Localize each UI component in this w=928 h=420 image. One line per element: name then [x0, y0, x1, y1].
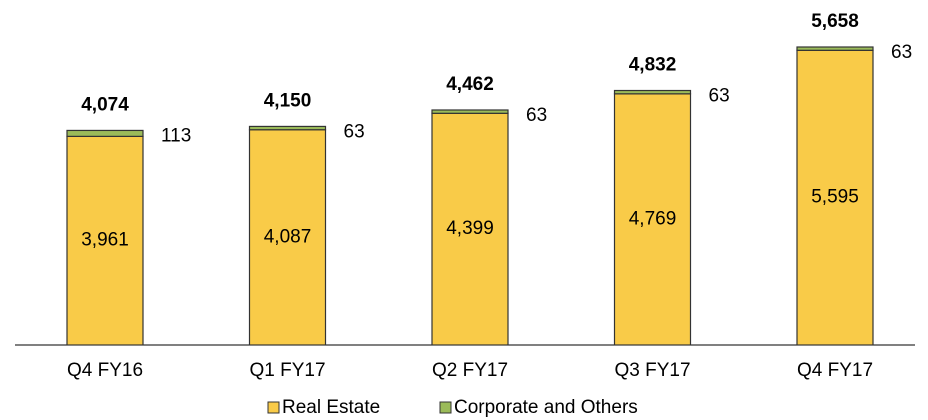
x-tick-label: Q4 FY17: [797, 360, 873, 381]
total-label: 4,832: [629, 55, 677, 76]
bar-segment: [248, 125, 327, 131]
bar-segment: [66, 129, 144, 137]
segment-label: 4,087: [264, 226, 312, 247]
segment-label: 63: [526, 105, 547, 126]
legend-swatch: [439, 401, 452, 414]
total-label: 4,074: [81, 94, 129, 115]
x-tick-label: Q2 FY17: [432, 360, 508, 381]
bar-segment: [613, 89, 692, 95]
x-tick-label: Q4 FY16: [67, 360, 143, 381]
segment-label: 3,961: [81, 230, 129, 251]
segment-label: 4,399: [446, 218, 494, 239]
bar-segment: [613, 93, 692, 346]
bar-segment: [248, 129, 327, 346]
segment-label: 113: [161, 125, 191, 146]
total-label: 4,150: [264, 90, 312, 111]
segment-label: 5,595: [811, 187, 859, 208]
segment-label: 4,769: [629, 208, 677, 229]
bar-segment: [66, 135, 144, 346]
bar-segment: [796, 46, 874, 51]
legend-label: Real Estate: [282, 397, 380, 418]
segment-label: 63: [891, 42, 912, 63]
legend-label: Corporate and Others: [454, 397, 638, 418]
bar-segment: [796, 49, 874, 346]
x-tick-label: Q1 FY17: [249, 360, 325, 381]
x-tick-label: Q3 FY17: [614, 360, 690, 381]
bar-segment: [431, 109, 509, 114]
total-label: 5,658: [811, 11, 859, 32]
segment-label: 63: [709, 86, 730, 107]
legend-swatch: [267, 401, 280, 414]
total-label: 4,462: [446, 74, 494, 95]
segment-label: 63: [344, 121, 365, 142]
